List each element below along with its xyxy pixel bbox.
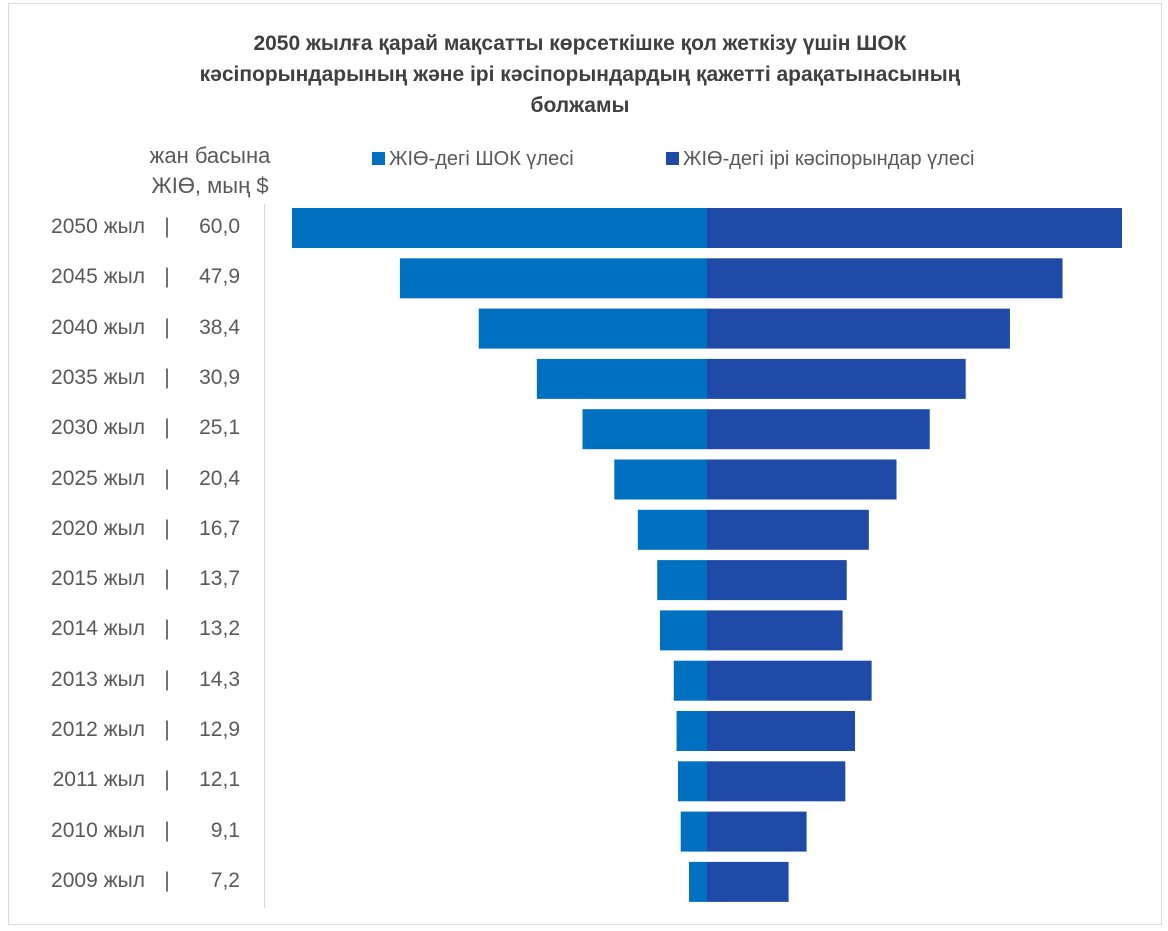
chart-title: 2050 жылға қарай мақсатты көрсеткішке қо… — [170, 28, 990, 121]
category-separator: | — [164, 215, 170, 238]
category-label: 2050 жыл — [51, 215, 145, 238]
bar-sme — [673, 660, 707, 701]
bar-large-enterprise — [707, 560, 847, 601]
bar-sme — [689, 861, 707, 902]
bar-large-enterprise — [707, 308, 1010, 349]
bar-large-enterprise — [707, 761, 846, 802]
bar-large-enterprise — [707, 861, 789, 902]
category-label: 2040 жыл — [51, 315, 145, 339]
bar-sme — [614, 459, 707, 500]
bar-sme — [677, 761, 707, 802]
gdp-value-label: 13,7 — [199, 567, 240, 591]
gdp-value-label: 16,7 — [199, 516, 240, 540]
legend-swatch-large — [666, 152, 679, 165]
category-label: 2010 жыл — [51, 818, 145, 842]
category-separator: | — [164, 667, 170, 691]
category-separator: | — [164, 265, 170, 289]
category-axis-line — [264, 204, 265, 908]
y-axis-label: жан басына ЖІӨ, мың $ — [120, 141, 300, 201]
legend-label-sme: ЖІӨ-дегі ШОК үлесі — [389, 148, 574, 170]
category-label: 2011 жыл — [52, 768, 145, 792]
bar-large-enterprise — [707, 711, 856, 751]
bar-sme — [536, 358, 707, 399]
chart-title-line-2: кәсіпорындарының және ірі кәсіпорындарды… — [199, 63, 961, 86]
bar-large-enterprise — [707, 509, 869, 550]
gdp-value-label: 38,4 — [199, 315, 240, 339]
bar-large-enterprise — [707, 358, 966, 399]
chart-frame — [8, 3, 1162, 925]
category-label: 2025 жыл — [51, 466, 145, 490]
category-separator: | — [164, 416, 170, 440]
category-separator: | — [164, 768, 170, 792]
bar-sme — [637, 509, 707, 550]
gdp-value-label: 12,9 — [199, 718, 240, 741]
y-axis-label-line-2: ЖІӨ, мың $ — [151, 173, 269, 198]
category-separator: | — [164, 818, 170, 842]
category-label: 2045 жыл — [51, 265, 145, 289]
bar-large-enterprise — [707, 409, 930, 450]
category-separator: | — [164, 868, 170, 892]
bar-large-enterprise — [707, 208, 1122, 248]
category-separator: | — [164, 516, 170, 540]
gdp-value-label: 12,1 — [199, 768, 240, 792]
gdp-value-label: 13,2 — [199, 617, 240, 641]
category-label: 2035 жыл — [51, 365, 145, 389]
category-separator: | — [164, 567, 170, 591]
category-separator: | — [164, 365, 170, 389]
category-label: 2015 жыл — [51, 567, 145, 591]
bar-sme — [659, 610, 707, 651]
bar-large-enterprise — [707, 258, 1063, 299]
legend-item-large: ЖІӨ-дегі ірі кәсіпорындар үлесі — [666, 148, 974, 171]
legend-item-sme: ЖІӨ-дегі ШОК үлесі — [372, 148, 574, 171]
category-label: 2013 жыл — [51, 667, 145, 691]
gdp-value-label: 60,0 — [199, 215, 240, 238]
category-separator: | — [164, 718, 170, 741]
gdp-value-label: 25,1 — [199, 416, 240, 440]
gdp-value-label: 14,3 — [199, 667, 240, 691]
category-separator: | — [164, 315, 170, 339]
category-label: 2020 жыл — [51, 516, 145, 540]
legend-swatch-sme — [372, 152, 385, 165]
gdp-value-label: 7,2 — [210, 868, 240, 892]
bar-sme — [399, 258, 707, 299]
gdp-value-label: 30,9 — [199, 365, 240, 389]
gdp-value-label: 20,4 — [199, 466, 240, 490]
gdp-value-label: 9,1 — [210, 818, 240, 842]
category-label: 2030 жыл — [51, 416, 145, 440]
bar-sme — [676, 711, 707, 751]
bar-sme — [582, 409, 707, 450]
bar-sme — [657, 560, 707, 601]
category-label: 2009 жыл — [51, 868, 145, 892]
bar-large-enterprise — [707, 811, 807, 852]
bar-sme — [680, 811, 707, 852]
chart-title-line-1: 2050 жылға қарай мақсатты көрсеткішке қо… — [253, 32, 907, 55]
chart-title-line-3: болжамы — [530, 94, 630, 117]
category-label: 2012 жыл — [51, 718, 145, 741]
category-separator: | — [164, 466, 170, 490]
bar-large-enterprise — [707, 459, 897, 500]
y-axis-label-line-1: жан басына — [149, 143, 271, 168]
category-label: 2014 жыл — [51, 617, 145, 641]
legend-label-large: ЖІӨ-дегі ірі кәсіпорындар үлесі — [683, 148, 975, 170]
bar-sme — [478, 308, 707, 349]
category-separator: | — [164, 617, 170, 641]
gdp-value-label: 47,9 — [199, 265, 240, 289]
bar-large-enterprise — [707, 610, 843, 651]
bar-sme — [292, 208, 707, 248]
bar-large-enterprise — [707, 660, 872, 701]
